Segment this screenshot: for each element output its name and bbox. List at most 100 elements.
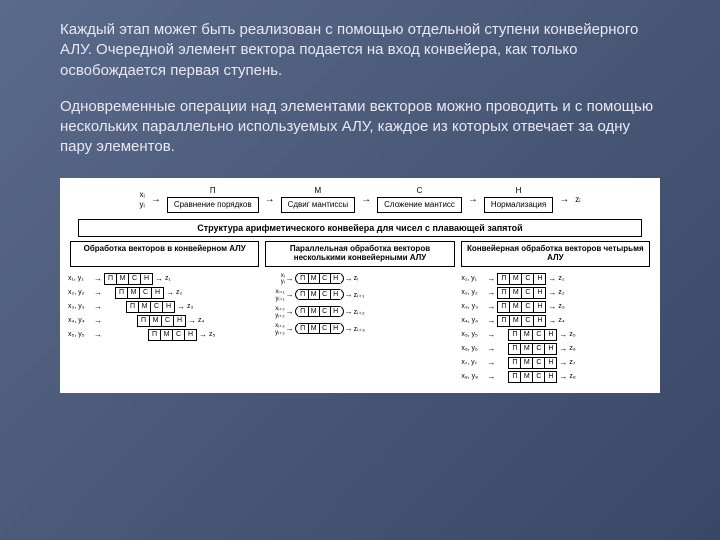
stage-cell: П <box>298 324 309 333</box>
row-input: x₆, y₆ <box>461 345 485 352</box>
pipeline-row: x₂, y₂→ПМСН→z₂ <box>68 287 259 299</box>
arrow-icon: → <box>286 307 294 316</box>
arrow-icon: → <box>487 372 495 381</box>
main-title: Структура арифметического конвейера для … <box>78 219 642 237</box>
arrow-icon: → <box>487 302 495 311</box>
diagram-container: xᵢ yᵢ → П Сравнение порядков → М Сдвиг м… <box>60 178 660 393</box>
row-output: z₃ <box>558 303 582 310</box>
stage-code-0: П <box>167 186 259 195</box>
arrow-icon: → <box>487 316 495 325</box>
stage-cell: Н <box>151 287 164 299</box>
arrow-icon: → <box>286 324 294 333</box>
arrow-icon: → <box>94 302 102 311</box>
row-input-y: yᵢ₊₁ <box>265 295 285 302</box>
row-input: x₅, y₅ <box>68 331 92 338</box>
row-output: z₆ <box>569 345 593 352</box>
stage-cell: Н <box>544 343 557 355</box>
arrow-icon: → <box>345 324 353 333</box>
column-2: x₁, y₁→ПМСН→z₁x₂, y₂→ПМСН→z₂x₃, y₃→ПМСН→… <box>461 273 652 385</box>
arrow-icon: → <box>559 358 567 367</box>
stage-cell: М <box>309 290 320 299</box>
input-y: yᵢ <box>140 200 145 209</box>
arrow-icon: → <box>199 330 207 339</box>
stage-box-1: Сдвиг мантиссы <box>281 197 356 214</box>
stage-code-1: М <box>281 186 356 195</box>
parallel-row: xᵢyᵢ→ПМСН→zᵢ <box>265 273 456 285</box>
pipeline-row: x₂, y₂→ПМСН→z₂ <box>461 287 652 299</box>
row-input-x: xᵢ₊₃ <box>265 322 285 329</box>
stage-code-2: С <box>377 186 462 195</box>
row-output: z₄ <box>558 317 582 324</box>
row-input-y: yᵢ₊₂ <box>265 312 285 319</box>
arrow-icon: → <box>94 288 102 297</box>
stage-cell: С <box>320 274 331 283</box>
arrow-icon: → <box>487 344 495 353</box>
stage-cell: П <box>298 274 309 283</box>
arrow-icon: → <box>487 288 495 297</box>
stage-cell: С <box>320 307 331 316</box>
arrow-icon: → <box>559 372 567 381</box>
arrow-icon: → <box>487 330 495 339</box>
row-output: z₂ <box>558 289 582 296</box>
stage-cell: Н <box>533 287 546 299</box>
arrow-icon: → <box>94 330 102 339</box>
row-input: x₅, y₅ <box>461 331 485 338</box>
row-output: z₇ <box>569 359 593 366</box>
row-output: z₈ <box>569 373 593 380</box>
row-input: x₇, y₇ <box>461 359 485 366</box>
row-input: x₂, y₂ <box>68 289 92 296</box>
arrow-icon: → <box>177 302 185 311</box>
stage-cell: М <box>309 274 320 283</box>
three-columns: x₁, y₁→ПМСН→z₁x₂, y₂→ПМСН→z₂x₃, y₃→ПМСН→… <box>68 273 652 385</box>
arrow-icon: → <box>361 194 371 205</box>
stage-cell: Н <box>331 290 341 299</box>
arrow-icon: → <box>345 307 353 316</box>
stage-cell: Н <box>544 371 557 383</box>
row-output: z₁ <box>558 275 582 282</box>
pipeline-row: x₅, y₅→ПМСН→z₅ <box>461 329 652 341</box>
col-title-2: Конвейерная обработка векторов четырьмя … <box>461 241 650 267</box>
row-output: z₂ <box>176 289 200 296</box>
output-z: zᵢ <box>575 195 580 204</box>
sub-titles: Обработка векторов в конвейерном АЛУ Пар… <box>70 241 650 267</box>
row-input: x₄, y₄ <box>461 317 485 324</box>
row-input: x₄, y₄ <box>68 317 92 324</box>
arrow-icon: → <box>548 274 556 283</box>
stage-cell: П <box>298 307 309 316</box>
row-output: z₄ <box>198 317 222 324</box>
col-title-0: Обработка векторов в конвейерном АЛУ <box>70 241 259 267</box>
pipeline-row: x₃, y₃→ПМСН→z₃ <box>461 301 652 313</box>
pipeline-row: x₃, y₃→ПМСН→z₃ <box>68 301 259 313</box>
pipeline-row: x₄, y₄→ПМСН→z₄ <box>68 315 259 327</box>
stage-box-0: Сравнение порядков <box>167 197 259 214</box>
stage-box-2: Сложение мантисс <box>377 197 462 214</box>
stage-cell: Н <box>533 315 546 327</box>
pipeline-row: x₄, y₄→ПМСН→z₄ <box>461 315 652 327</box>
stage-cell: С <box>320 324 331 333</box>
pipeline-row: x₁, y₁→ПМСН→z₁ <box>461 273 652 285</box>
row-input: x₁, y₁ <box>68 275 92 282</box>
row-input: x₃, y₃ <box>461 303 485 310</box>
stage-cell: Н <box>173 315 186 327</box>
stage-cell: Н <box>140 273 153 285</box>
pipeline-row: x₇, y₇→ПМСН→z₇ <box>461 357 652 369</box>
stage-cell: Н <box>331 307 341 316</box>
stage-cell: М <box>309 307 320 316</box>
arrow-icon: → <box>286 290 294 299</box>
stage-cell: Н <box>331 324 341 333</box>
stage-code-3: Н <box>484 186 553 195</box>
row-output: z₁ <box>165 275 189 282</box>
arrow-icon: → <box>155 274 163 283</box>
alu-pill: ПМСН <box>295 306 344 317</box>
row-output: zᵢ₊₂ <box>354 308 378 316</box>
arrow-icon: → <box>345 290 353 299</box>
row-output: zᵢ₊₁ <box>354 291 378 299</box>
stage-cell: С <box>320 290 331 299</box>
pipeline-row: x₅, y₅→ПМСН→z₅ <box>68 329 259 341</box>
arrow-icon: → <box>487 358 495 367</box>
row-input-x: xᵢ₊₁ <box>265 288 285 295</box>
row-input-y: yᵢ₊₃ <box>265 329 285 336</box>
row-input-y: yᵢ <box>265 279 285 285</box>
arrow-icon: → <box>188 316 196 325</box>
pipeline-row: x₁, y₁→ПМСН→z₁ <box>68 273 259 285</box>
